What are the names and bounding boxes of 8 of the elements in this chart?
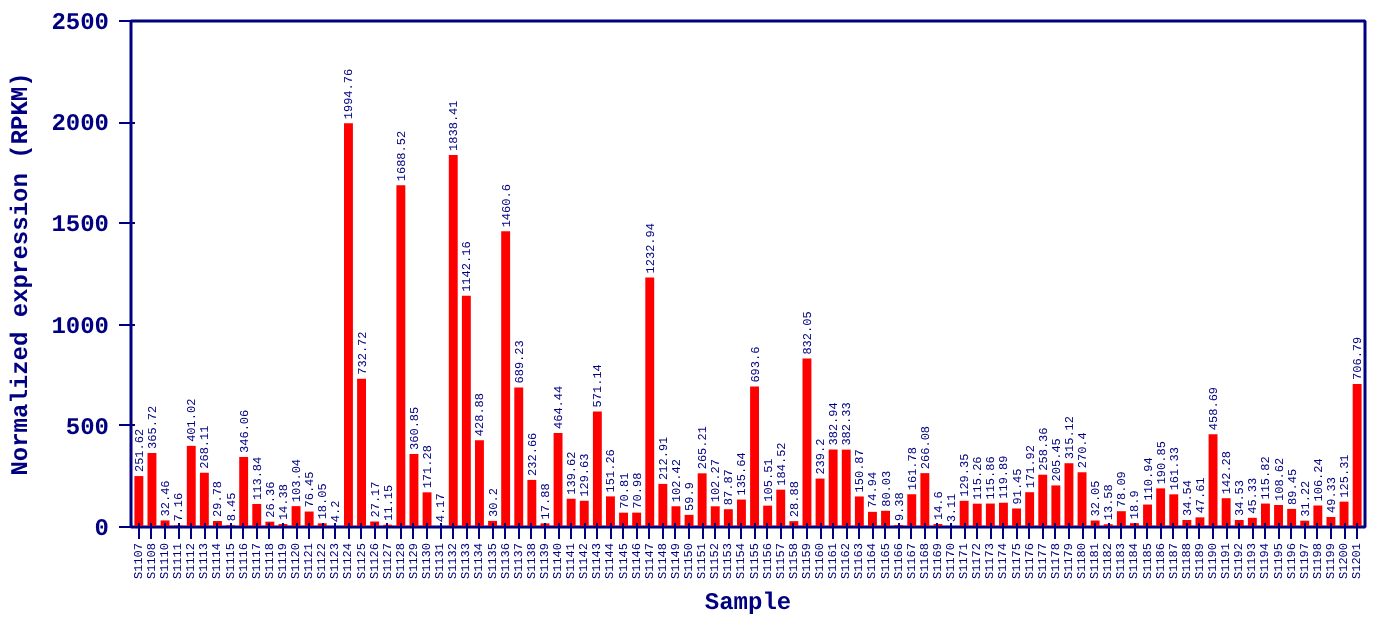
y-tick-label: 1000 <box>51 312 110 341</box>
y-tick-label: 500 <box>65 413 110 442</box>
y-tick-label: 0 <box>94 515 109 543</box>
y-tick-label: 2500 <box>51 9 110 37</box>
x-axis-title: Sample <box>704 589 792 618</box>
y-tick-label: 2000 <box>51 110 110 139</box>
y-axis-title: Normalized expression (RPKM) <box>7 72 36 476</box>
y-tick-label: 1500 <box>51 211 110 240</box>
